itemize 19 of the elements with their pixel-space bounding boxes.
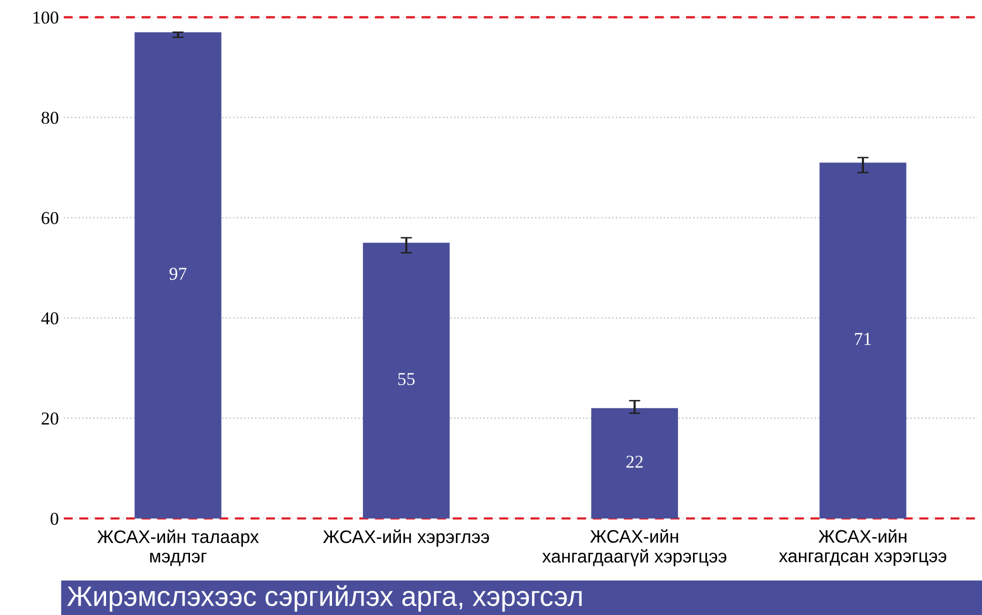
y-tick-label: 80 [42,112,58,124]
y-tick-label: 100 [33,11,58,24]
bar [820,162,906,518]
text: Жирэмслэхээс сэргийлэх арга, хэрэгсэл [67,585,582,612]
y-tick-label: 60 [42,212,58,224]
bar [134,32,222,518]
bar [591,408,678,518]
y-tick-label: 40 [41,312,58,324]
x-tick-label: ЖСАХ-ийн хангагдаагүй хэрэгцээ [542,529,726,566]
x-tick-label: ЖСАХ-ийн хэрэглээ [323,530,490,547]
y-tick-label: 0 [50,512,58,525]
bar [362,242,450,518]
data-label: 71 [855,332,871,345]
data-label: 55 [398,373,415,386]
x-tick-label: ЖСАХ-ийн хангагдсан хэрэгцээ [779,529,946,566]
x-tick-label: ЖСАХ-ийн талаарх мэдлэг [97,530,259,566]
data-label: 97 [170,268,186,280]
data-label: 22 [626,456,643,468]
y-tick-label: 20 [42,412,58,425]
